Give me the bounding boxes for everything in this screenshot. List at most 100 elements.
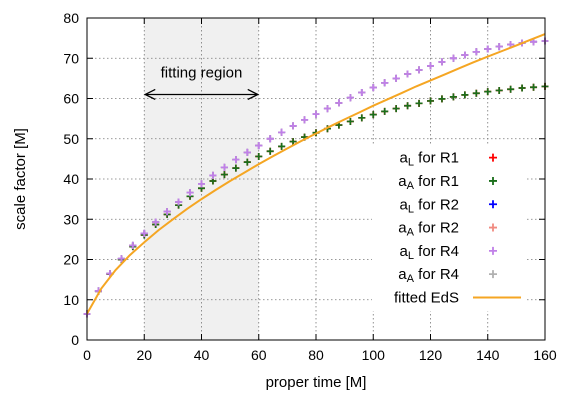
legend-swatch-marker	[489, 223, 497, 232]
data-point	[369, 84, 377, 92]
data-point	[289, 122, 297, 130]
legend-label: aL for R2	[400, 196, 459, 215]
y-tick-label: 10	[63, 292, 79, 308]
data-point	[289, 138, 297, 146]
x-tick-label: 120	[419, 347, 443, 363]
legend-label: aL for R1	[400, 150, 459, 169]
data-point	[232, 164, 240, 172]
data-point	[278, 142, 286, 150]
data-point	[278, 128, 286, 136]
x-tick-label: 40	[194, 347, 210, 363]
x-tick-label: 140	[476, 347, 500, 363]
data-point	[530, 83, 538, 91]
arrow-head-left	[143, 88, 156, 101]
data-point	[255, 152, 263, 160]
legend-swatch-marker	[489, 246, 497, 255]
data-point	[461, 91, 469, 99]
data-point	[472, 48, 480, 56]
data-point	[507, 85, 515, 93]
fitted-eds-line	[86, 33, 546, 315]
y-tick-label: 70	[63, 50, 79, 66]
fitting-region-annotation: fitting region	[143, 64, 260, 101]
data-point	[117, 255, 125, 263]
legend-label: aL for R4	[400, 243, 459, 262]
data-point	[243, 148, 251, 156]
data-point	[312, 110, 320, 118]
data-point	[427, 97, 434, 105]
data-point	[152, 218, 160, 226]
y-tick-label: 30	[63, 211, 79, 227]
y-tick-label: 0	[71, 332, 79, 348]
series-6	[86, 33, 546, 315]
data-point	[381, 107, 389, 115]
data-point	[220, 171, 228, 179]
data-point	[198, 180, 205, 188]
data-point	[449, 54, 457, 62]
data-point	[472, 89, 480, 97]
y-tick-label: 20	[63, 252, 79, 268]
data-point	[266, 147, 274, 155]
y-tick-label: 80	[63, 10, 79, 26]
fitting-region-label: fitting region	[161, 64, 243, 81]
arrow-head-right	[247, 88, 260, 101]
data-point	[140, 229, 148, 237]
data-point	[427, 62, 434, 70]
data-point	[186, 189, 194, 197]
y-tick-label: 40	[63, 171, 79, 187]
legend-swatch-marker	[489, 153, 497, 162]
data-point	[209, 171, 217, 179]
data-point	[243, 158, 251, 166]
data-point	[392, 74, 400, 82]
data-point	[220, 163, 228, 171]
legend-label: aA for R4	[398, 266, 459, 285]
data-point	[346, 94, 354, 102]
data-point	[323, 105, 331, 113]
y-tick-label: 60	[63, 91, 79, 107]
data-point	[369, 111, 377, 119]
data-point	[449, 93, 457, 101]
y-tick-label: 50	[63, 131, 79, 147]
data-point	[484, 45, 492, 53]
data-point	[346, 117, 354, 125]
data-point	[518, 84, 526, 92]
x-tick-label: 60	[251, 347, 267, 363]
data-point	[438, 58, 446, 66]
data-point	[415, 66, 423, 74]
data-point	[163, 208, 171, 216]
data-point	[232, 156, 240, 164]
x-tick-label: 160	[533, 347, 557, 363]
x-tick-label: 100	[362, 347, 386, 363]
data-point	[404, 102, 412, 110]
legend-swatch-marker	[489, 200, 497, 209]
legend-label: fitted EdS	[394, 289, 459, 306]
data-point	[381, 79, 389, 87]
data-point	[335, 99, 343, 107]
data-point	[404, 70, 412, 78]
data-point	[484, 88, 492, 96]
axis-ticks: 0 20 40 60 80 100 120 140 160 0 10 20 30 40 50 60 70 80	[63, 10, 556, 363]
x-tick-label: 0	[83, 347, 91, 363]
data-point	[495, 43, 503, 51]
x-tick-label: 80	[308, 347, 324, 363]
series-layer	[83, 33, 549, 318]
data-point	[301, 116, 309, 124]
data-point	[461, 51, 469, 59]
legend-label: aA for R1	[398, 173, 459, 192]
y-axis-label: scale factor [M]	[12, 128, 29, 230]
legend-label: aA for R2	[398, 220, 459, 239]
data-point	[175, 198, 183, 206]
legend-swatch-marker	[489, 270, 497, 279]
data-point	[358, 114, 366, 122]
data-point	[358, 88, 366, 96]
data-point	[438, 95, 446, 103]
data-point	[129, 241, 137, 249]
data-point	[266, 135, 274, 143]
data-point	[392, 105, 400, 113]
data-point	[415, 99, 423, 107]
legend: aL for R1 aA for R1 aL for R2 aA for R2 aL f…	[394, 150, 521, 306]
x-tick-label: 20	[136, 347, 152, 363]
data-point	[495, 86, 503, 94]
legend-swatch-marker	[489, 176, 497, 185]
legend-background	[372, 144, 525, 312]
